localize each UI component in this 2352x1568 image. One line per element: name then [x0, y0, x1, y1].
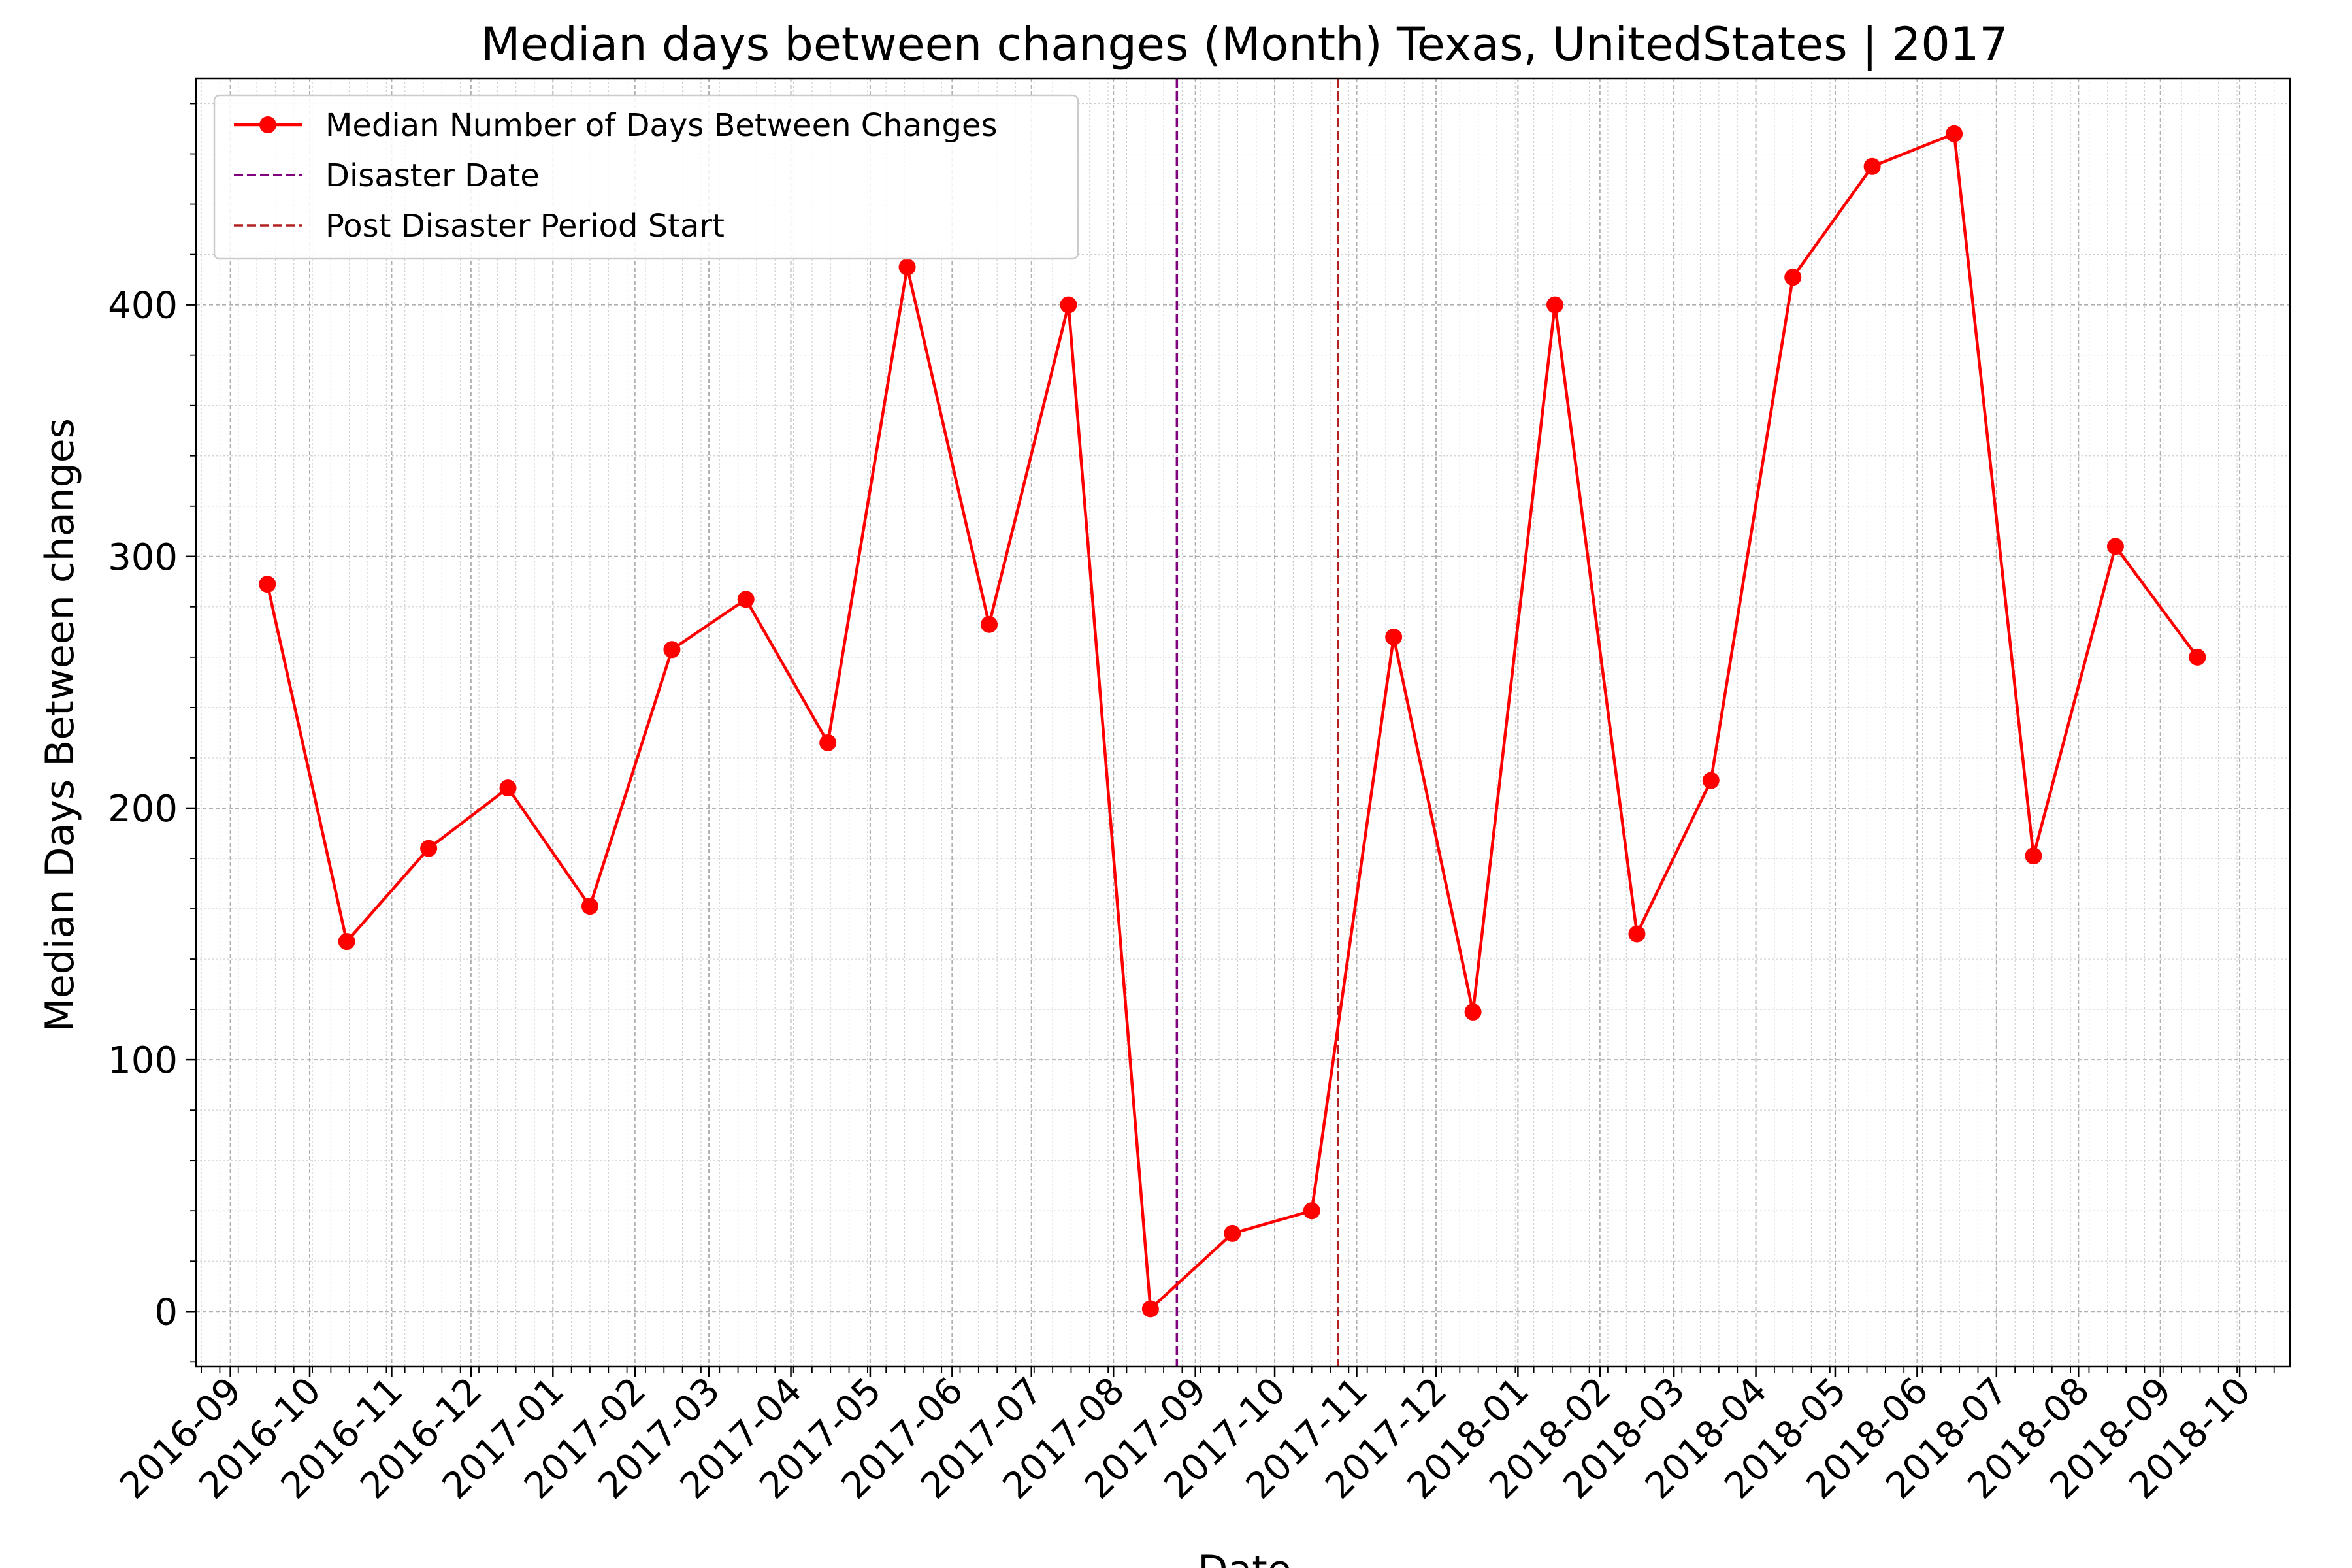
data-point [663, 641, 681, 659]
data-point [1863, 157, 1881, 175]
data-point [819, 734, 837, 751]
legend-label: Post Disaster Period Start [325, 208, 725, 244]
data-point [1464, 1003, 1482, 1021]
y-axis-label: Median Days Between changes [37, 418, 83, 1032]
legend-layer: Median Number of Days Between Changes Dis… [213, 94, 1079, 260]
data-point [1224, 1224, 1241, 1242]
data-point [1303, 1202, 1320, 1220]
data-point [420, 840, 438, 857]
series-layer [259, 125, 2206, 1318]
data-point [1628, 925, 1646, 943]
data-point [2025, 847, 2042, 865]
data-point [1784, 269, 1802, 286]
legend-label: Median Number of Days Between Changes [325, 107, 998, 144]
data-point [981, 615, 998, 633]
y-tick-label: 400 [108, 285, 178, 327]
data-point [581, 898, 598, 915]
data-point [1946, 125, 1963, 142]
legend-label: Disaster Date [325, 157, 540, 194]
axis-layer: 2016-092016-102016-112016-122017-012017-… [108, 77, 2291, 1507]
data-point [338, 933, 355, 951]
data-point [259, 576, 276, 593]
data-point [898, 258, 916, 276]
data-point [1702, 772, 1720, 789]
plot-frame [195, 77, 2291, 1368]
data-point [1385, 629, 1403, 646]
data-point [2106, 538, 2124, 555]
grid-layer [196, 78, 2290, 1367]
data-point [737, 591, 755, 608]
y-tick-label: 100 [108, 1039, 178, 1082]
vline-layer [1175, 78, 1339, 1367]
y-tick-label: 200 [108, 788, 178, 830]
data-point [1060, 296, 1077, 314]
data-point [1546, 296, 1564, 314]
data-point [1141, 1300, 1159, 1318]
y-tick-label: 0 [154, 1291, 178, 1333]
y-tick-label: 300 [108, 536, 178, 579]
legend-box [213, 94, 1079, 260]
data-point [2189, 648, 2206, 666]
x-axis-label: Date [1198, 1547, 1291, 1568]
data-point [499, 779, 517, 797]
chart-title: Median days between changes (Month) Texa… [481, 18, 2008, 71]
series-line [266, 132, 2199, 1311]
legend-swatch-marker [259, 116, 276, 133]
